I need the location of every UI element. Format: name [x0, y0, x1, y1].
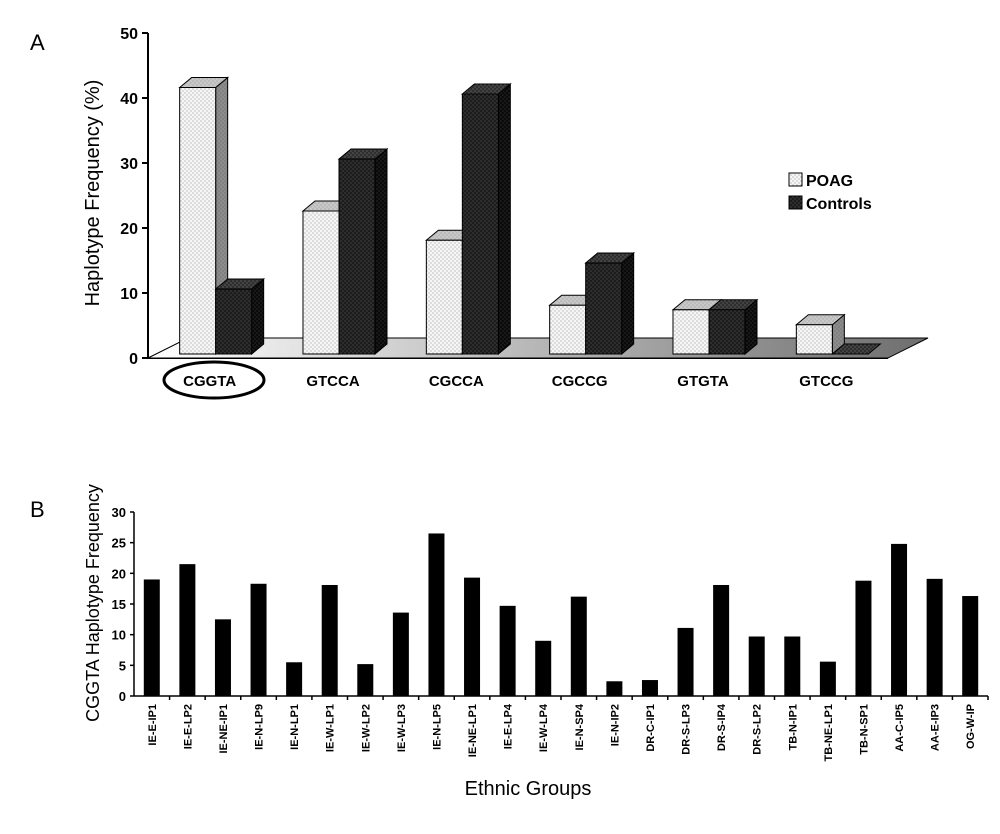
panel-b-x-tick-label: IE-W-LP4 — [538, 703, 550, 752]
bar-controls — [584, 251, 636, 356]
bar — [713, 584, 730, 696]
panel-a-x-tick-label: GTCCA — [306, 373, 359, 390]
bar — [535, 640, 552, 696]
panel-b-axes: 0 5 10 15 20 25 30 — [112, 505, 989, 704]
panel-b-y-tick-label: 25 — [112, 536, 126, 551]
bar — [784, 636, 801, 696]
chart-panel-b: B CGGTA Haplotype Frequency Ethnic Group… — [30, 484, 989, 800]
panel-b-x-axis-title: Ethnic Groups — [465, 778, 592, 800]
bar-controls — [214, 277, 266, 356]
panel-b-y-tick-label: 20 — [112, 566, 126, 581]
panel-b-y-tick-label: 10 — [112, 628, 126, 643]
bar — [855, 580, 872, 696]
panel-b-y-tick-label: 30 — [112, 505, 126, 520]
panel-b-x-tick-label: IE-E-LP2 — [182, 704, 194, 749]
panel-b-x-tick-label: IE-N-SP4 — [574, 703, 586, 750]
panel-a-bars — [178, 76, 882, 356]
panel-a-label: A — [30, 30, 45, 55]
panel-b-x-tick-label: OG-W-IP — [965, 704, 977, 749]
panel-b-x-tick-label: IE-W-LP1 — [325, 704, 337, 752]
panel-b-bars — [143, 533, 979, 696]
panel-b-x-tick-label: DR-S-LP3 — [681, 704, 693, 755]
panel-a-x-tick-label: GTGTA — [677, 373, 729, 390]
panel-b-label: B — [30, 497, 45, 522]
panel-a-x-tick-label: CGCCG — [552, 373, 608, 390]
chart-panel-a: A Haplotype Frequency (%) 0 10 20 30 40 50 CG… — [30, 26, 929, 400]
bar — [179, 564, 196, 696]
bar-controls — [337, 147, 389, 356]
panel-b-x-tick-label: TB-N-IP1 — [787, 704, 799, 750]
bar-poag — [178, 76, 230, 356]
panel-b-x-tick-label: AA-C-IP5 — [894, 704, 906, 752]
panel-b-y-tick-label: 0 — [119, 689, 126, 704]
panel-a-y-tick-label: 30 — [120, 156, 138, 173]
panel-b-x-tick-label: IE-NE-IP1 — [218, 704, 230, 754]
panel-b-x-tick-label: DR-C-IP1 — [645, 704, 657, 752]
bar-controls — [830, 343, 882, 355]
panel-a-y-axis-title: Haplotype Frequency (%) — [82, 80, 104, 307]
legend-label-poag: POAG — [806, 173, 853, 190]
legend-swatch-poag — [788, 172, 803, 187]
panel-b-x-tick-label: AA-E-IP3 — [930, 704, 942, 751]
bar — [641, 680, 658, 696]
panel-b-x-tick-label: IE-W-LP2 — [360, 704, 372, 752]
panel-b-x-tick-label: TB-N-SP1 — [858, 704, 870, 755]
bar-controls — [707, 298, 759, 356]
panel-a-y-tick-label: 10 — [120, 286, 138, 303]
bar — [464, 577, 481, 696]
bar — [357, 664, 374, 696]
bar — [570, 596, 587, 696]
bar — [499, 605, 516, 696]
panel-b-x-tick-label: IE-N-LP1 — [289, 704, 301, 750]
panel-b-x-tick-label: IE-N-IP2 — [609, 704, 621, 746]
panel-b-x-tick-label: IE-N-LP9 — [254, 704, 266, 750]
bar — [321, 584, 338, 696]
legend-swatch-controls — [788, 195, 803, 210]
bar — [926, 578, 943, 696]
panel-b-x-tick-label: IE-N-LP5 — [431, 704, 443, 750]
panel-a-legend: POAG Controls — [788, 172, 872, 213]
panel-b-y-tick-label: 15 — [112, 597, 126, 612]
bar — [819, 661, 836, 696]
panel-a-y-tick-label: 20 — [120, 221, 138, 238]
panel-a-x-tick-labels: CGGTA GTCCA CGCCA CGCCG GTGTA GTCCG — [183, 373, 853, 390]
panel-a-y-tick-label: 40 — [120, 91, 138, 108]
panel-a-y-tick-label: 50 — [120, 26, 138, 43]
panel-b-x-tick-label: IE-NE-LP1 — [467, 704, 479, 757]
bar — [286, 662, 303, 696]
bar — [677, 627, 694, 696]
panel-b-x-tick-labels: IE-E-IP1 IE-E-LP2 IE-NE-IP1 IE-N-LP9 IE-N-LP… — [147, 703, 977, 761]
bar-poag — [794, 313, 846, 356]
bar — [250, 583, 267, 696]
panel-a-x-tick-label: GTCCG — [799, 373, 853, 390]
panel-b-x-tick-label: TB-NE-LP1 — [823, 704, 835, 761]
panel-a-x-tick-label: CGCCA — [429, 373, 484, 390]
bar — [214, 619, 231, 696]
bar — [962, 596, 979, 696]
bar — [606, 681, 623, 696]
panel-b-x-tick-label: IE-E-IP1 — [147, 704, 159, 746]
bar — [891, 543, 908, 696]
panel-b-x-tick-label: IE-W-LP3 — [396, 704, 408, 752]
panel-b-y-tick-label: 5 — [119, 658, 126, 673]
bar — [748, 636, 765, 696]
panel-b-y-axis-title: CGGTA Haplotype Frequency — [83, 484, 103, 722]
highlight-ellipse — [162, 360, 266, 400]
panel-a-x-tick-label: CGGTA — [183, 373, 236, 390]
bar — [392, 612, 409, 696]
bar-controls — [460, 82, 512, 356]
panel-b-x-tick-label: IE-E-LP4 — [503, 703, 515, 749]
panel-a-y-tick-label: 0 — [129, 351, 138, 368]
panel-b-x-tick-label: DR-S-LP2 — [752, 704, 764, 755]
legend-label-controls: Controls — [806, 196, 872, 213]
bar — [143, 579, 160, 696]
bar — [428, 533, 445, 696]
panel-b-x-tick-label: DR-S-IP4 — [716, 703, 728, 751]
